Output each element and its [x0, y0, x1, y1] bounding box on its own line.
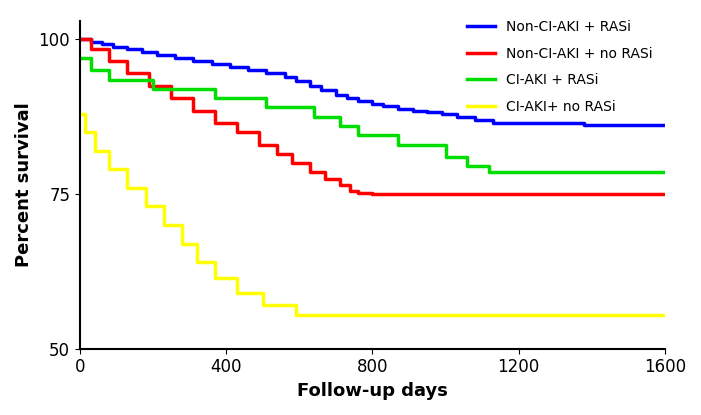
- Y-axis label: Percent survival: Percent survival: [15, 103, 33, 267]
- X-axis label: Follow-up days: Follow-up days: [297, 382, 448, 400]
- Legend: Non-CI-AKI + RASi, Non-CI-AKI + no RASi, CI-AKI + RASi, CI-AKI+ no RASi: Non-CI-AKI + RASi, Non-CI-AKI + no RASi,…: [461, 15, 658, 119]
